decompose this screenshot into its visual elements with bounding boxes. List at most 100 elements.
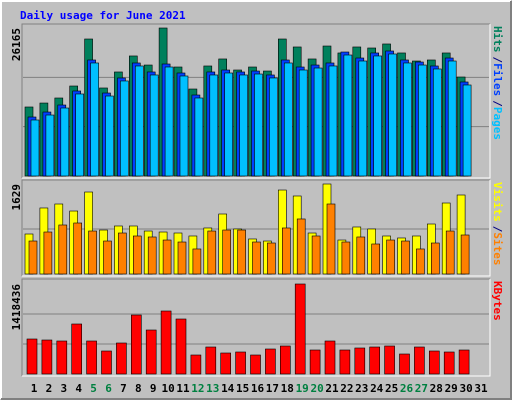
bar xyxy=(399,353,410,375)
x-tick-label: 12 xyxy=(191,382,204,395)
bar xyxy=(339,349,351,375)
x-tick-label: 9 xyxy=(150,382,157,395)
x-tick-label: 24 xyxy=(370,382,384,395)
bar xyxy=(120,80,129,177)
x-tick-label: 20 xyxy=(310,382,323,395)
bar xyxy=(90,62,99,177)
x-tick-label: 19 xyxy=(296,382,309,395)
bar xyxy=(250,354,261,375)
bar xyxy=(252,241,261,275)
legend: Visits /Sites xyxy=(491,182,504,266)
bar xyxy=(162,239,172,275)
bar xyxy=(103,240,112,275)
x-tick-label: 27 xyxy=(415,382,428,395)
chart-title: Daily usage for June 2021 xyxy=(20,9,186,22)
panel-bevel-dark xyxy=(21,278,490,376)
x-tick-label: 29 xyxy=(445,382,458,395)
bar xyxy=(384,345,395,375)
bar xyxy=(194,97,204,177)
legend-separator: / xyxy=(491,57,504,64)
bar xyxy=(460,234,470,275)
legend-entry: Files xyxy=(491,63,504,96)
bar xyxy=(354,347,366,375)
bar xyxy=(254,73,263,177)
legend-separator: / xyxy=(491,226,504,233)
bar xyxy=(414,346,425,375)
bar xyxy=(418,64,427,177)
bar xyxy=(45,114,55,177)
panel-bevel-light xyxy=(22,279,491,377)
bar xyxy=(177,241,187,275)
bar xyxy=(343,54,353,177)
bar xyxy=(56,340,68,375)
legend: KBytes xyxy=(491,281,504,321)
bar xyxy=(313,67,323,177)
bar xyxy=(388,53,397,177)
bar xyxy=(369,346,381,375)
bar xyxy=(358,60,368,177)
panel-bevel-light xyxy=(22,24,491,179)
bar xyxy=(281,227,291,275)
bar xyxy=(160,310,172,375)
x-tick-label: 18 xyxy=(281,382,294,395)
panel-bevel-dark xyxy=(21,179,490,276)
bar xyxy=(283,62,293,177)
bar xyxy=(135,65,144,177)
x-tick-label: 23 xyxy=(355,382,368,395)
x-tick-label: 17 xyxy=(266,382,279,395)
bar xyxy=(207,230,217,275)
bar xyxy=(145,329,157,375)
bar xyxy=(190,354,202,375)
x-tick-label: 5 xyxy=(90,382,97,395)
bar xyxy=(341,241,351,275)
x-tick-label: 26 xyxy=(400,382,414,395)
bar xyxy=(445,230,455,275)
bar xyxy=(209,74,219,177)
x-tick-label: 22 xyxy=(340,382,353,395)
x-tick-label: 6 xyxy=(105,382,112,395)
bar xyxy=(458,349,470,375)
bar xyxy=(326,203,336,275)
bar xyxy=(147,236,157,275)
bar xyxy=(324,340,336,375)
bar xyxy=(328,65,338,177)
bar xyxy=(373,55,383,177)
bar xyxy=(105,95,114,177)
x-tick-label: 3 xyxy=(60,382,67,395)
bar xyxy=(428,350,440,375)
legend-entry: Visits xyxy=(491,182,504,222)
bar xyxy=(164,66,174,177)
x-tick-label: 31 xyxy=(474,382,488,395)
x-tick-label: 14 xyxy=(221,382,235,395)
x-tick-label: 15 xyxy=(236,382,249,395)
x-tick-label: 25 xyxy=(385,382,398,395)
x-tick-label: 28 xyxy=(430,382,443,395)
bar xyxy=(279,345,291,375)
bar xyxy=(386,239,395,275)
bar xyxy=(71,323,82,375)
bar xyxy=(101,350,112,375)
y-tick-label: 26165 xyxy=(10,28,23,61)
bar xyxy=(60,107,70,177)
panel-bevel-dark xyxy=(21,23,490,178)
bar xyxy=(432,68,442,177)
x-tick-label: 16 xyxy=(251,382,265,395)
bar xyxy=(118,232,127,275)
bar xyxy=(175,318,187,375)
bar xyxy=(131,314,142,375)
x-tick-label: 21 xyxy=(325,382,339,395)
bar xyxy=(294,283,306,375)
x-tick-label: 8 xyxy=(135,382,142,395)
bar xyxy=(30,119,40,177)
x-tick-label: 2 xyxy=(46,382,53,395)
y-tick-label: 1629 xyxy=(10,184,23,211)
bar xyxy=(267,242,276,275)
bar xyxy=(239,74,248,177)
bar xyxy=(86,340,97,375)
bar xyxy=(58,224,68,275)
legend-entry: Hits xyxy=(491,26,504,53)
x-tick-label: 7 xyxy=(120,382,127,395)
bar xyxy=(265,348,276,375)
